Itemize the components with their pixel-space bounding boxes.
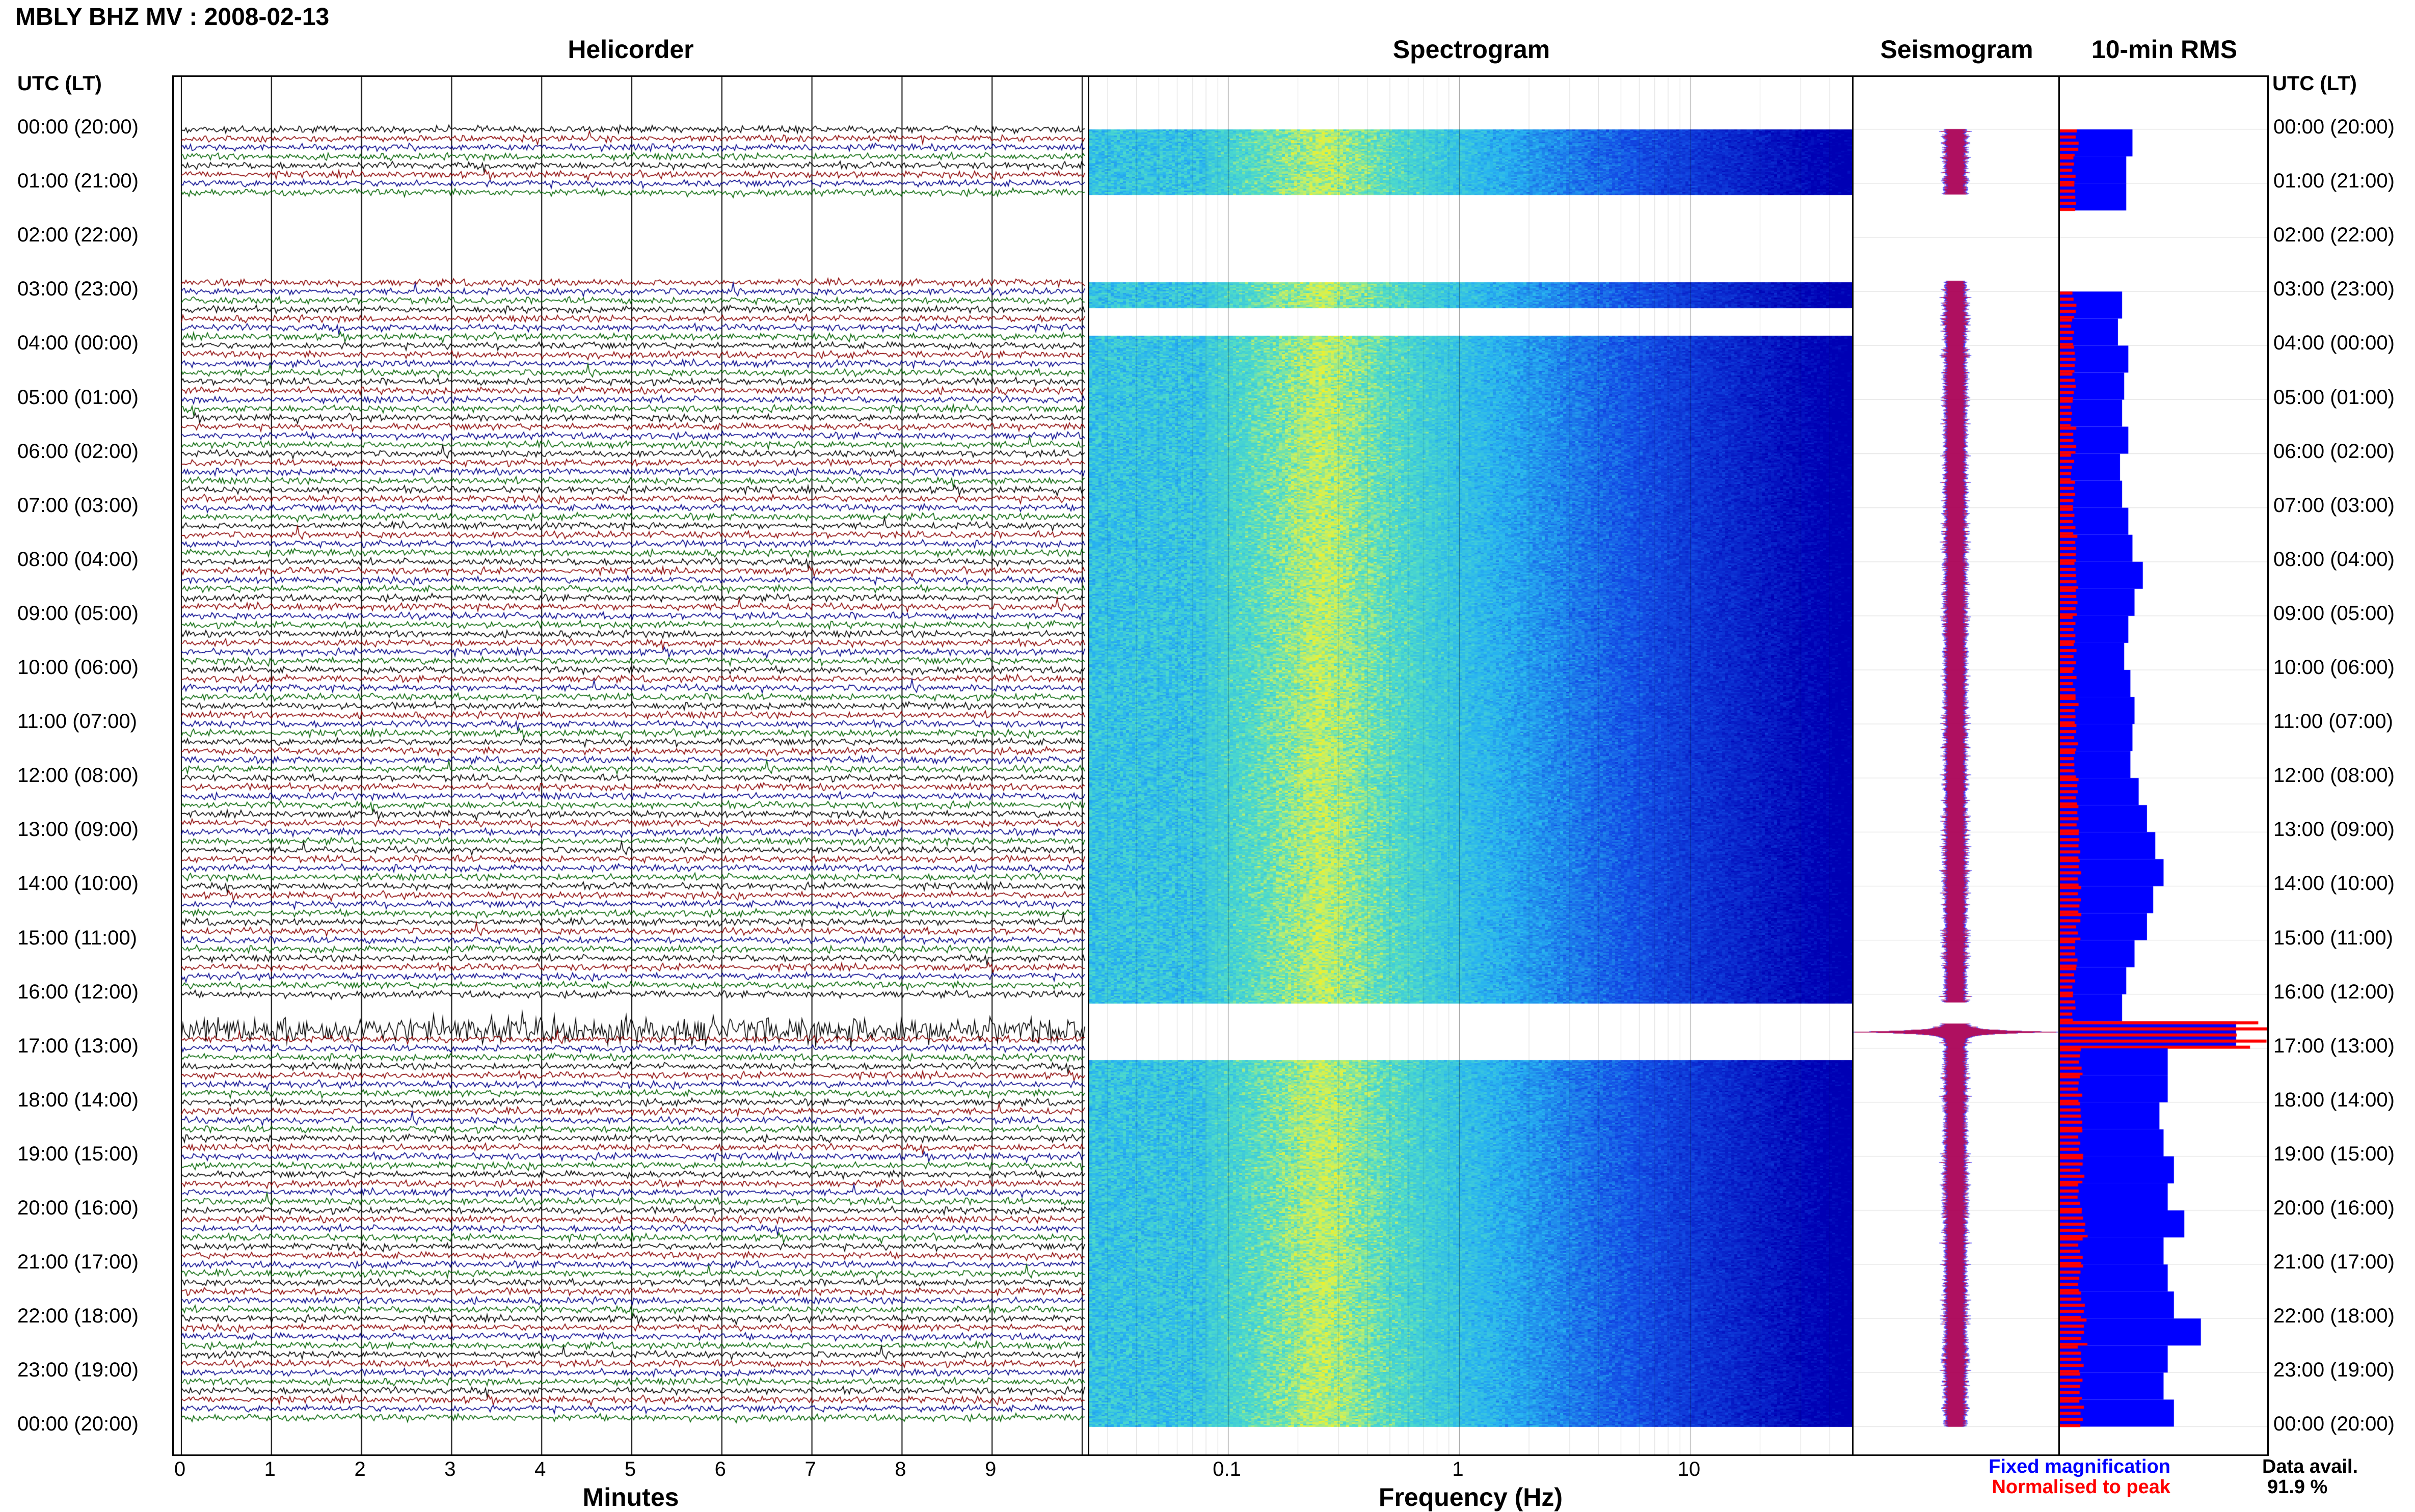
hour-label-left: 18:00 (14:00) [17,1088,139,1111]
hour-label-left: 19:00 (15:00) [17,1142,139,1165]
hour-label-left: 22:00 (18:00) [17,1305,139,1328]
hour-label-right: 04:00 (00:00) [2273,332,2395,355]
minutes-tick-label: 3 [444,1458,456,1480]
minutes-tick-label: 2 [354,1458,366,1480]
hour-label-left: 09:00 (05:00) [17,602,139,625]
hour-label-right: 14:00 (10:00) [2273,872,2395,895]
hour-label-left: 21:00 (17:00) [17,1251,139,1274]
hour-label-left: 01:00 (21:00) [17,170,139,193]
seismogram-panel [1852,75,2060,1456]
hour-label-right: 08:00 (04:00) [2273,548,2395,571]
hour-label-right: 10:00 (06:00) [2273,656,2395,679]
frequency-tick-label: 0.1 [1213,1458,1241,1480]
hour-label-right: 00:00 (20:00) [2273,116,2395,138]
hour-label-right: 06:00 (02:00) [2273,440,2395,463]
frequency-tick-label: 1 [1452,1458,1464,1480]
helicorder-panel [172,75,1089,1456]
minutes-tick-label: 7 [804,1458,816,1480]
hour-label-right: 18:00 (14:00) [2273,1088,2395,1111]
hour-label-left: 08:00 (04:00) [17,548,139,571]
rms-panel [2058,75,2269,1456]
frequency-tick-label: 10 [1677,1458,1701,1480]
hour-label-left: 11:00 (07:00) [17,710,137,733]
rms-bars [2060,77,2267,1454]
spectrogram-panel [1088,75,1854,1456]
hour-label-right: 13:00 (09:00) [2273,818,2395,841]
hour-label-right: 02:00 (22:00) [2273,224,2395,247]
hour-label-right: 15:00 (11:00) [2273,926,2393,949]
hour-label-left: 16:00 (12:00) [17,980,139,1003]
minutes-tick-label: 5 [624,1458,636,1480]
seismogram-trace [1854,77,2058,1454]
hour-label-right: 12:00 (08:00) [2273,764,2395,787]
minutes-tick-label: 9 [985,1458,997,1480]
hour-label-left: 20:00 (16:00) [17,1197,139,1219]
hour-label-right: 16:00 (12:00) [2273,980,2395,1003]
hour-label-left: 17:00 (13:00) [17,1034,139,1057]
utc-caption-right: UTC (LT) [2272,72,2357,95]
figure-title: MBLY BHZ MV : 2008-02-13 [15,4,330,31]
hour-label-left: 04:00 (00:00) [17,332,139,355]
hour-label-right: 23:00 (19:00) [2273,1359,2395,1382]
hour-label-right: 22:00 (18:00) [2273,1305,2395,1328]
helicorder-traces [174,77,1088,1454]
data-availability-label: Data avail. [2262,1456,2358,1477]
hour-label-left: 07:00 (03:00) [17,494,139,517]
minutes-tick-label: 0 [174,1458,186,1480]
hour-label-right: 11:00 (07:00) [2273,710,2393,733]
hour-label-right: 01:00 (21:00) [2273,170,2395,193]
hour-label-right: 07:00 (03:00) [2273,494,2395,517]
spectrogram-image [1089,77,1852,1454]
hour-label-left: 10:00 (06:00) [17,656,139,679]
hour-label-left: 14:00 (10:00) [17,872,139,895]
utc-caption-left: UTC (LT) [17,72,102,95]
hour-label-left: 00:00 (20:00) [17,116,139,138]
hour-label-left: 02:00 (22:00) [17,224,139,247]
hour-label-right: 09:00 (05:00) [2273,602,2395,625]
hour-label-left: 13:00 (09:00) [17,818,139,841]
hour-label-left: 03:00 (23:00) [17,278,139,301]
hour-label-left: 12:00 (08:00) [17,764,139,787]
hour-label-left: 23:00 (19:00) [17,1359,139,1382]
minutes-tick-label: 1 [264,1458,276,1480]
frequency-axis-label: Frequency (Hz) [1378,1483,1563,1511]
seismogram-title: Seismogram [1880,35,2033,64]
hour-label-left: 00:00 (20:00) [17,1413,139,1436]
data-availability-value: 91.9 % [2267,1476,2328,1498]
hour-label-left: 06:00 (02:00) [17,440,139,463]
hour-label-right: 20:00 (16:00) [2273,1197,2395,1219]
hour-label-right: 21:00 (17:00) [2273,1251,2395,1274]
hour-label-left: 15:00 (11:00) [17,926,137,949]
hour-label-right: 19:00 (15:00) [2273,1142,2395,1165]
minutes-tick-label: 6 [714,1458,726,1480]
hour-label-right: 17:00 (13:00) [2273,1034,2395,1057]
minutes-axis-label: Minutes [582,1483,679,1511]
minutes-tick-label: 4 [534,1458,546,1480]
spectrogram-title: Spectrogram [1392,35,1550,64]
hour-label-right: 00:00 (20:00) [2273,1413,2395,1436]
legend-fixed-magnification: Fixed magnification [1989,1456,2170,1477]
hour-label-right: 05:00 (01:00) [2273,386,2395,409]
legend-normalised-to-peak: Normalised to peak [1992,1476,2170,1498]
minutes-tick-label: 8 [895,1458,906,1480]
helicorder-title: Helicorder [568,35,694,64]
hour-label-right: 03:00 (23:00) [2273,278,2395,301]
hour-label-left: 05:00 (01:00) [17,386,139,409]
rms-title: 10-min RMS [2091,35,2238,64]
